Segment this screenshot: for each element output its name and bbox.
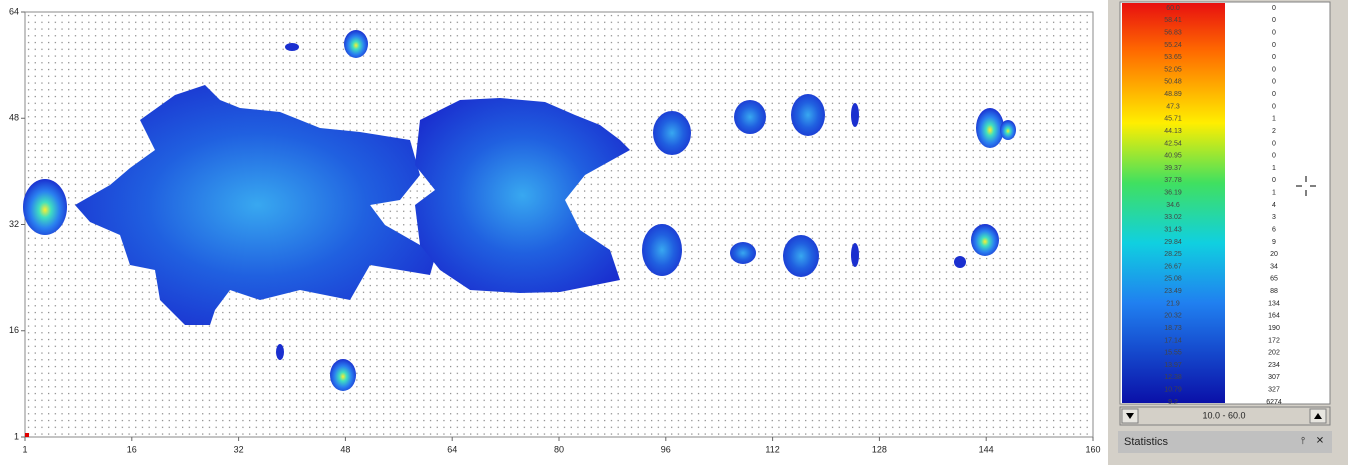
- scale-label: 15.55: [1164, 350, 1182, 357]
- scale-label: 37.78: [1164, 177, 1182, 184]
- pressure-map: [23, 30, 1016, 391]
- scale-label: 55.24: [1164, 42, 1182, 49]
- statistics-bar: [1118, 431, 1332, 453]
- scale-label: 53.65: [1164, 54, 1182, 61]
- scale-label: 25.08: [1164, 276, 1182, 283]
- count-label: 0: [1272, 103, 1276, 110]
- count-label: 6: [1272, 226, 1276, 233]
- count-label: 327: [1268, 387, 1280, 394]
- scale-label: 21.9: [1166, 300, 1180, 307]
- count-label: 1: [1272, 165, 1276, 172]
- scale-label: 56.83: [1164, 29, 1182, 36]
- x-tick-label: 128: [872, 444, 887, 454]
- scale-label: 44.13: [1164, 128, 1182, 135]
- scale-label: 45.71: [1164, 116, 1182, 123]
- x-tick-label: 32: [234, 444, 244, 454]
- count-label: 164: [1268, 313, 1280, 320]
- x-tick-label: 64: [447, 444, 457, 454]
- scale-label: 36.19: [1164, 190, 1182, 197]
- count-label: 3: [1272, 214, 1276, 221]
- count-label: 0: [1272, 29, 1276, 36]
- scale-label: 26.67: [1164, 263, 1182, 270]
- y-tick-label: 16: [9, 325, 19, 335]
- color-scale: [1122, 3, 1225, 403]
- count-label: 0: [1272, 17, 1276, 24]
- scale-label: 23.49: [1164, 288, 1182, 295]
- count-label: 0: [1272, 140, 1276, 147]
- count-label: 20: [1270, 251, 1278, 258]
- count-label: 0: [1272, 5, 1276, 12]
- count-label: 202: [1268, 350, 1280, 357]
- scale-label: 40.95: [1164, 153, 1182, 160]
- scale-label: 60.0: [1166, 5, 1180, 12]
- x-tick-label: 112: [765, 444, 779, 454]
- y-tick-label: 48: [9, 113, 19, 123]
- count-label: 88: [1270, 288, 1278, 295]
- x-tick-label: 1: [22, 444, 27, 454]
- count-label: 1: [1272, 116, 1276, 123]
- x-tick-label: 144: [979, 444, 994, 454]
- count-label: 0: [1272, 54, 1276, 61]
- scale-label: 13.97: [1164, 362, 1182, 369]
- count-label: 0: [1272, 79, 1276, 86]
- y-tick-label: 64: [9, 6, 19, 16]
- x-tick-label: 48: [340, 444, 350, 454]
- statistics-title: Statistics: [1124, 436, 1169, 448]
- count-label: 234: [1268, 362, 1280, 369]
- arrow-down: [1126, 413, 1134, 419]
- arrow-up: [1314, 413, 1322, 419]
- scale-label: 12.38: [1164, 374, 1182, 381]
- scale-label: 48.89: [1164, 91, 1182, 98]
- origin-marker: [25, 433, 29, 437]
- scale-label: 42.54: [1164, 140, 1182, 147]
- count-label: 65: [1270, 276, 1278, 283]
- count-label: 4: [1272, 202, 1276, 209]
- count-label: 34: [1270, 263, 1278, 270]
- x-tick-label: 16: [127, 444, 137, 454]
- count-label: 0: [1272, 153, 1276, 160]
- scale-label: 29.84: [1164, 239, 1182, 246]
- count-label: 0: [1272, 66, 1276, 73]
- count-label: 2: [1272, 128, 1276, 135]
- scale-label: 28.25: [1164, 251, 1182, 258]
- count-label: 0: [1272, 91, 1276, 98]
- range-label: 10.0 - 60.0: [1202, 410, 1245, 420]
- y-tick-label: 32: [9, 219, 19, 229]
- pin-button[interactable]: ⫯: [1300, 436, 1305, 447]
- x-tick-label: 160: [1085, 444, 1100, 454]
- count-label: 190: [1268, 325, 1280, 332]
- count-label: 6274: [1266, 399, 1282, 406]
- scale-label: 18.73: [1164, 325, 1182, 332]
- y-tick-label: 1: [14, 431, 19, 441]
- scale-label: 52.05: [1164, 66, 1182, 73]
- close-button[interactable]: ✕: [1316, 436, 1324, 447]
- x-tick-label: 96: [661, 444, 671, 454]
- scale-label: 20.32: [1164, 313, 1182, 320]
- scale-label: 47.3: [1166, 103, 1180, 110]
- count-label: 134: [1268, 300, 1280, 307]
- count-label: 1: [1272, 190, 1276, 197]
- scale-label: 9.2: [1168, 399, 1178, 406]
- count-label: 0: [1272, 42, 1276, 49]
- count-label: 0: [1272, 177, 1276, 184]
- scale-label: 10.79: [1164, 387, 1182, 394]
- scale-label: 50.48: [1164, 79, 1182, 86]
- count-label: 307: [1268, 374, 1280, 381]
- scale-label: 39.37: [1164, 165, 1182, 172]
- range-bar: [1119, 406, 1331, 426]
- count-label: 172: [1268, 337, 1280, 344]
- crosshair-cursor: [1296, 176, 1316, 196]
- scale-label: 58.41: [1164, 17, 1182, 24]
- scale-label: 31.43: [1164, 226, 1182, 233]
- scale-label: 17.14: [1164, 337, 1182, 344]
- x-tick-label: 80: [554, 444, 564, 454]
- count-label: 9: [1272, 239, 1276, 246]
- scale-label: 34.6: [1166, 202, 1180, 209]
- scale-label: 33.02: [1164, 214, 1182, 221]
